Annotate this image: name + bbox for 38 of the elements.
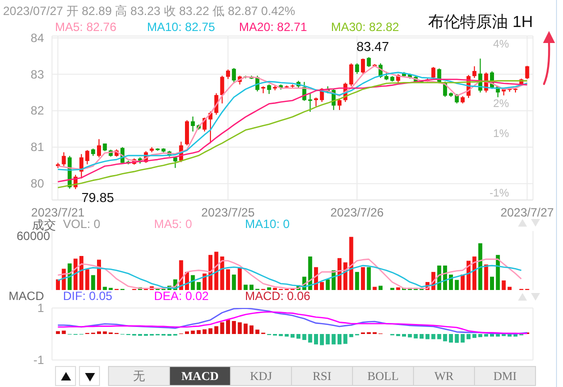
chart-title: 布伦特原油 1H bbox=[428, 12, 533, 33]
series-label: DIF: 0.05 bbox=[63, 289, 112, 303]
y2-tick-label: 1% bbox=[493, 128, 510, 140]
text: MACD bbox=[169, 366, 231, 386]
text: MA10: 82.75 bbox=[147, 20, 216, 34]
y-tick-label: -1 bbox=[33, 353, 44, 367]
text: MA10: 0 bbox=[245, 217, 290, 231]
text: 无 bbox=[108, 366, 170, 386]
x-tick-label: 2023/7/21 bbox=[31, 206, 85, 220]
text: KDJ bbox=[230, 366, 292, 386]
series-label: MACD: 0.06 bbox=[245, 289, 310, 303]
y-tick-label: 83 bbox=[30, 67, 44, 82]
y-tick-label: 1 bbox=[37, 301, 44, 315]
y-tick-label: 82 bbox=[30, 104, 44, 118]
text: DMI bbox=[474, 366, 536, 386]
annotation: 83.47 bbox=[356, 39, 390, 54]
y2-tick-label: -1% bbox=[489, 188, 510, 200]
y2-tick-label: 2% bbox=[493, 98, 510, 110]
y2-tick-label: 4% bbox=[493, 38, 510, 50]
y-tick-label: 81 bbox=[30, 140, 44, 154]
x-tick-label: 2023/7/27 bbox=[500, 206, 554, 220]
y-axis-title: 成交 bbox=[32, 217, 56, 232]
text: MA30: 82.82 bbox=[331, 20, 400, 34]
y-tick-label: 80 bbox=[30, 176, 44, 191]
text: WR bbox=[413, 366, 475, 386]
x-tick-label: 2023/7/25 bbox=[201, 206, 255, 220]
text: VOL: 0 bbox=[63, 217, 100, 231]
chart-subtitle: 2023/07/27 开 82.89 高 83.23 收 83.22 低 82.87 0.42% bbox=[3, 3, 296, 20]
series-label: DEA: 0.02 bbox=[154, 289, 209, 303]
text: MA5: 0 bbox=[154, 217, 192, 231]
x-tick-label: 2023/7/26 bbox=[330, 206, 384, 220]
text: MA5: 82.76 bbox=[55, 20, 116, 34]
text: RSI bbox=[291, 366, 353, 386]
text: BOLL bbox=[352, 366, 414, 386]
text: MA20: 82.71 bbox=[239, 20, 308, 34]
y-axis-title: MACD bbox=[8, 289, 44, 303]
annotation: 79.85 bbox=[81, 190, 114, 206]
y-tick-label: 84 bbox=[30, 30, 44, 45]
